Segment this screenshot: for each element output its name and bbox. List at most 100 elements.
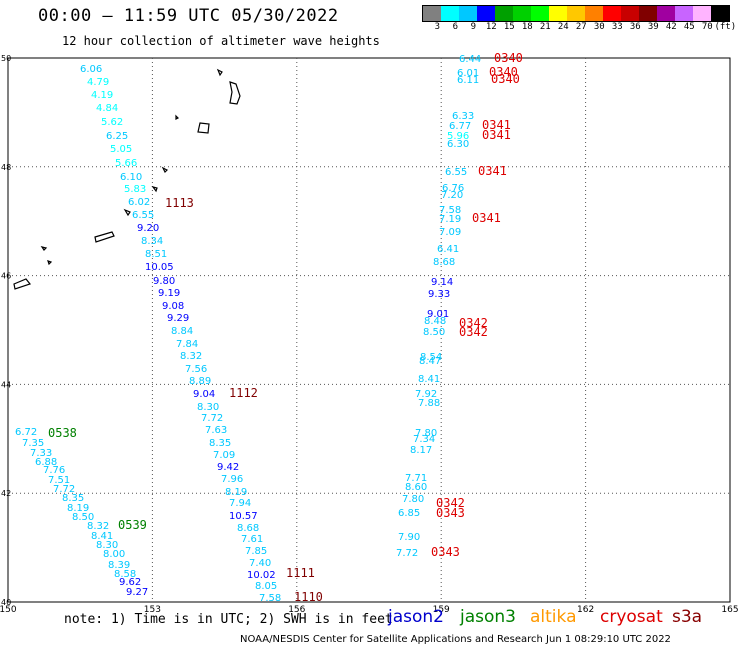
swh-label: 9.80 [153, 276, 175, 287]
swh-label: 8.48 [424, 316, 446, 327]
swh-label: 6.41 [437, 244, 459, 255]
swh-label: 7.20 [441, 190, 463, 201]
legend-label: 36 [629, 22, 641, 32]
swh-label: 8.68 [433, 257, 455, 268]
island-outline [123, 208, 131, 217]
island-outline [94, 231, 115, 243]
swh-label: 5.66 [115, 158, 137, 169]
pass-time-label: 0341 [478, 164, 507, 178]
swh-label: 7.33 [30, 448, 52, 459]
swh-label: 8.19 [67, 503, 89, 514]
legend-label: 39 [647, 22, 659, 32]
swh-label: 7.56 [185, 364, 207, 375]
swh-label: 8.60 [405, 482, 427, 493]
pass-time-label: 1113 [165, 196, 194, 210]
swh-label: 7.72 [396, 548, 418, 559]
satellite-legend-altika: altika [530, 607, 577, 627]
swh-label: 6.55 [445, 167, 467, 178]
swh-label: 10.05 [145, 262, 174, 273]
legend-swatch [477, 6, 495, 21]
swh-label: 8.05 [255, 581, 277, 592]
satellite-legend-jason2: jason2 [388, 607, 444, 627]
swh-label: 6.06 [80, 64, 102, 75]
legend-swatch [549, 6, 567, 21]
swh-label: 9.19 [158, 288, 180, 299]
swh-label: 8.41 [91, 531, 113, 542]
swh-label: 7.80 [415, 428, 437, 439]
legend-swatch [567, 6, 585, 21]
swh-label: 7.80 [402, 494, 424, 505]
island-outline [161, 166, 169, 174]
swh-label: 6.76 [442, 183, 464, 194]
swh-label: 8.17 [410, 445, 432, 456]
swh-label: 8.34 [141, 236, 163, 247]
pass-time-label: 0341 [482, 118, 511, 132]
swh-label: 6.01 [457, 68, 479, 79]
swh-label: 6.33 [452, 111, 474, 122]
pass-time-label: 0341 [472, 211, 501, 225]
pass-time-label: 0340 [494, 51, 523, 65]
swh-label: 8.58 [114, 569, 136, 580]
swh-label: 8.30 [197, 402, 219, 413]
swh-label: 7.35 [22, 438, 44, 449]
y-tick-label: 48 [1, 163, 11, 172]
swh-label: 6.02 [128, 197, 150, 208]
pass-time-label: 0343 [431, 545, 460, 559]
swh-label: 8.35 [62, 493, 84, 504]
swh-label: 8.35 [209, 438, 231, 449]
legend-label: 70 [701, 22, 713, 32]
swh-label: 6.77 [449, 121, 471, 132]
pass-time-label: 0538 [48, 426, 77, 440]
legend-label: 33 [611, 22, 623, 32]
x-tick-label: 162 [577, 605, 594, 615]
swh-label: 7.58 [439, 205, 461, 216]
legend-swatch [495, 6, 513, 21]
island-outline [47, 260, 53, 266]
satellite-legend-jason3: jason3 [460, 607, 516, 627]
swh-label: 8.39 [108, 560, 130, 571]
swh-label: 7.09 [439, 227, 461, 238]
island-outline [175, 114, 180, 120]
map-frame [7, 57, 731, 603]
footer-credit: NOAA/NESDIS Center for Satellite Applica… [240, 634, 671, 645]
swh-label: 9.62 [119, 577, 141, 588]
legend-swatch [675, 6, 693, 21]
swh-label: 9.04 [193, 389, 215, 400]
swh-label: 10.02 [247, 570, 276, 581]
pass-time-label: 1110 [294, 590, 323, 604]
swh-label: 8.89 [189, 376, 211, 387]
legend-swatch [603, 6, 621, 21]
legend-label: 27 [575, 22, 587, 32]
legend-label: 30 [593, 22, 605, 32]
swh-label: 6.44 [459, 54, 481, 65]
legend-swatch [423, 6, 441, 21]
legend-swatch [459, 6, 477, 21]
swh-label: 9.42 [217, 462, 239, 473]
swh-label: 9.33 [428, 289, 450, 300]
note-text: note: 1) Time is in UTC; 2) SWH is in fe… [64, 612, 393, 627]
swh-label: 8.32 [180, 351, 202, 362]
subtitle: 12 hour collection of altimeter wave hei… [62, 34, 380, 48]
legend-label: 42 [665, 22, 677, 32]
island-outline [197, 122, 210, 134]
pass-time-label: 0343 [436, 506, 465, 520]
swh-label: 7.71 [405, 473, 427, 484]
swh-label: 6.72 [15, 427, 37, 438]
swh-label: 7.94 [229, 498, 251, 509]
swh-label: 6.11 [457, 75, 479, 86]
legend-label: 15 [503, 22, 515, 32]
swh-label: 7.58 [259, 593, 281, 604]
x-tick-label: 165 [721, 605, 738, 615]
legend-label: 18 [521, 22, 533, 32]
y-tick-label: 50 [1, 54, 11, 63]
legend-swatch [657, 6, 675, 21]
island-outline [229, 81, 241, 105]
swh-label: 8.00 [103, 549, 125, 560]
swh-label: 6.85 [398, 508, 420, 519]
swh-label: 8.50 [423, 327, 445, 338]
swh-label: 6.55 [132, 210, 154, 221]
legend-swatch [621, 6, 639, 21]
island-outline [216, 68, 223, 77]
legend-label: 24 [557, 22, 569, 32]
y-tick-label: 44 [1, 380, 11, 389]
